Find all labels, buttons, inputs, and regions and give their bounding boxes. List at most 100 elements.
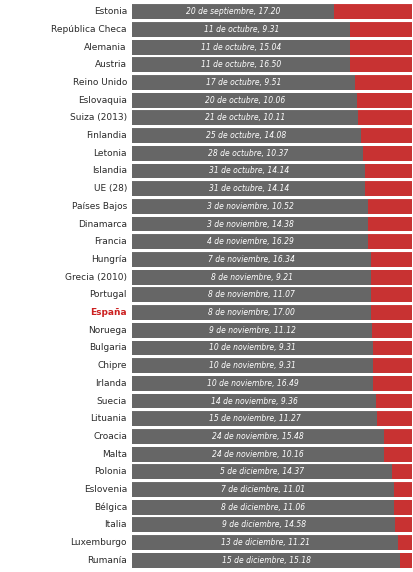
Text: Croacia: Croacia (93, 432, 126, 441)
Bar (372, 376, 411, 391)
Text: República Checa: República Checa (51, 25, 126, 34)
Bar (368, 235, 411, 249)
Text: Grecia (2010): Grecia (2010) (65, 273, 126, 281)
Text: Bélgica: Bélgica (93, 502, 126, 512)
Bar (383, 447, 411, 462)
Bar (364, 164, 411, 178)
Text: 5 de diciembre, 14.37: 5 de diciembre, 14.37 (220, 467, 304, 476)
Bar (132, 376, 372, 391)
Text: Suiza (2013): Suiza (2013) (70, 113, 126, 122)
Bar (132, 553, 399, 568)
Text: 10 de noviembre, 16.49: 10 de noviembre, 16.49 (206, 379, 298, 388)
Bar (349, 57, 411, 72)
Text: 15 de diciembre, 15.18: 15 de diciembre, 15.18 (221, 556, 310, 565)
Text: Eslovenia: Eslovenia (83, 485, 126, 494)
Bar (354, 75, 411, 90)
Bar (132, 305, 370, 320)
Text: 8 de noviembre, 9.21: 8 de noviembre, 9.21 (210, 273, 292, 281)
Text: 24 de noviembre, 15.48: 24 de noviembre, 15.48 (211, 432, 303, 441)
Text: 11 de octubre, 9.31: 11 de octubre, 9.31 (203, 25, 278, 34)
Text: Italia: Italia (104, 521, 126, 530)
Text: Malta: Malta (102, 450, 126, 459)
Text: 3 de noviembre, 10.52: 3 de noviembre, 10.52 (206, 202, 293, 211)
Bar (362, 146, 411, 161)
Text: 13 de diciembre, 11.21: 13 de diciembre, 11.21 (220, 538, 309, 547)
Bar (132, 323, 371, 337)
Text: 8 de noviembre, 17.00: 8 de noviembre, 17.00 (208, 308, 294, 317)
Text: 31 de octubre, 14.14: 31 de octubre, 14.14 (208, 166, 288, 176)
Text: 20 de octubre, 10.06: 20 de octubre, 10.06 (204, 96, 284, 105)
Bar (132, 429, 383, 444)
Text: Países Bajos: Países Bajos (71, 202, 126, 211)
Bar (399, 553, 411, 568)
Text: 3 de noviembre, 14.38: 3 de noviembre, 14.38 (206, 220, 293, 229)
Bar (360, 128, 411, 143)
Bar (370, 305, 411, 320)
Text: Bulgaria: Bulgaria (89, 343, 126, 352)
Text: 10 de noviembre, 9.31: 10 de noviembre, 9.31 (209, 343, 295, 352)
Text: 8 de diciembre, 11.06: 8 de diciembre, 11.06 (221, 503, 305, 512)
Bar (376, 411, 411, 426)
Bar (370, 287, 411, 302)
Text: Luxemburgo: Luxemburgo (70, 538, 126, 547)
Text: 11 de octubre, 16.50: 11 de octubre, 16.50 (201, 60, 281, 69)
Text: Suecia: Suecia (96, 396, 126, 406)
Text: 20 de septiembre, 17.20: 20 de septiembre, 17.20 (185, 7, 280, 16)
Text: 11 de octubre, 15.04: 11 de octubre, 15.04 (201, 42, 281, 51)
Bar (391, 464, 411, 479)
Bar (132, 482, 393, 497)
Bar (132, 93, 356, 108)
Text: 7 de diciembre, 11.01: 7 de diciembre, 11.01 (221, 485, 304, 494)
Text: 14 de noviembre, 9.36: 14 de noviembre, 9.36 (210, 396, 297, 406)
Bar (349, 22, 411, 37)
Text: Islandia: Islandia (92, 166, 126, 176)
Bar (132, 340, 372, 355)
Bar (132, 394, 375, 408)
Text: 28 de octubre, 10.37: 28 de octubre, 10.37 (207, 149, 287, 158)
Text: 9 de diciembre, 14.58: 9 de diciembre, 14.58 (221, 521, 305, 530)
Text: Eslovaquia: Eslovaquia (78, 96, 126, 105)
Text: 8 de noviembre, 11.07: 8 de noviembre, 11.07 (208, 291, 294, 299)
Text: 24 de noviembre, 10.16: 24 de noviembre, 10.16 (211, 450, 303, 459)
Bar (132, 411, 376, 426)
Bar (132, 217, 367, 232)
Text: Letonia: Letonia (93, 149, 126, 158)
Text: España: España (90, 308, 126, 317)
Text: Francia: Francia (94, 237, 126, 247)
Bar (349, 39, 411, 54)
Text: Reino Unido: Reino Unido (72, 78, 126, 87)
Bar (367, 217, 411, 232)
Bar (132, 287, 370, 302)
Text: UE (28): UE (28) (93, 184, 126, 193)
Bar (356, 93, 411, 108)
Bar (132, 39, 349, 54)
Bar (372, 358, 411, 373)
Bar (393, 500, 411, 515)
Bar (132, 22, 349, 37)
Bar (370, 270, 411, 285)
Text: Dinamarca: Dinamarca (78, 220, 126, 229)
Text: Austria: Austria (95, 60, 126, 69)
Bar (132, 270, 370, 285)
Bar (357, 110, 411, 125)
Text: 9 de noviembre, 11.12: 9 de noviembre, 11.12 (208, 325, 295, 335)
Text: Irlanda: Irlanda (95, 379, 126, 388)
Text: Finlandia: Finlandia (86, 131, 126, 140)
Bar (132, 252, 370, 267)
Text: 25 de octubre, 14.08: 25 de octubre, 14.08 (206, 131, 286, 140)
Bar (132, 57, 349, 72)
Bar (364, 181, 411, 196)
Text: 17 de octubre, 9.51: 17 de octubre, 9.51 (205, 78, 280, 87)
Bar (132, 199, 367, 214)
Bar (132, 75, 354, 90)
Text: Polonia: Polonia (94, 467, 126, 476)
Bar (132, 535, 397, 550)
Bar (375, 394, 411, 408)
Text: Portugal: Portugal (89, 291, 126, 299)
Text: Lituania: Lituania (90, 414, 126, 423)
Bar (132, 464, 391, 479)
Bar (132, 146, 362, 161)
Bar (371, 323, 411, 337)
Bar (370, 252, 411, 267)
Bar (132, 358, 372, 373)
